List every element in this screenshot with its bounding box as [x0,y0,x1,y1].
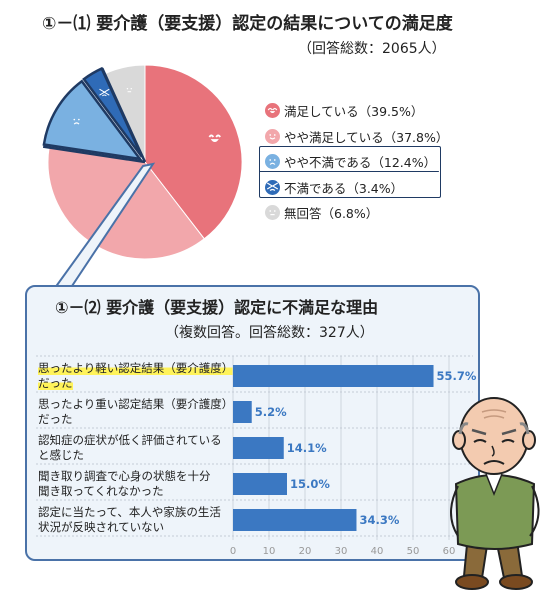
x-tick-label: 60 [443,546,456,557]
category-label-0: 思ったより軽い認定結果（要介護度） だった [38,361,238,391]
category-label-1: 思ったより重い認定結果（要介護度） だった [38,397,238,427]
bar-value-label: 55.7% [437,369,477,383]
category-label-line: と感じた [38,448,84,462]
category-label-line: 状況が反映されていない [38,520,165,534]
bar-value-label: 5.2% [255,405,287,419]
category-label-2: 認知症の症状が低く評価されている と感じた [38,433,238,463]
bar-2 [233,437,284,459]
category-label-line: 聞き取ってくれなかった [38,484,164,498]
legend-item-0: 満足している（39.5%） [265,101,423,120]
x-tick-label: 10 [263,546,276,557]
legend-item-3: 不満である（3.4%） [265,178,403,197]
legend-label: やや不満である（12.4%） [284,155,437,170]
category-label-3: 聞き取り調査で心身の状態を十分 聞き取ってくれなかった [38,469,238,499]
bar-value-label: 15.0% [290,477,330,491]
category-label-line: 思ったより軽い認定結果（要介護度） [38,361,234,376]
category-label-line: 聞き取り調査で心身の状態を十分 [38,469,211,483]
legend-item-1: やや満足している（37.8%） [265,127,448,146]
sad-face-icon [265,154,280,169]
legend-label: 無回答（6.8%） [284,206,379,221]
legend-item-2: やや不満である（12.4%） [265,152,436,171]
bar-value-label: 34.3% [359,513,399,527]
category-label-4: 認定に当たって、本人や家族の生活 状況が反映されていない [38,505,238,535]
happy-face-icon [265,103,280,118]
legend-item-4: 無回答（6.8%） [265,203,378,222]
pie-chart-title: ①－⑴ 要介護（要支援）認定の結果についての満足度 [42,14,453,34]
category-label-line: だった [38,412,73,426]
neutral-face-icon [265,205,280,220]
pie-chart-subtitle: （回答総数：2065人） [298,41,446,57]
smile-face-icon [265,128,280,144]
legend-label: 満足している（39.5%） [284,104,424,119]
pie-slice-2 [42,79,143,161]
category-label-line: 認知症の症状が低く評価されている [38,433,222,447]
legend-highlight-divider [259,171,439,172]
bar-chart-subtitle: （複数回答。回答総数：327人） [165,325,374,341]
x-tick-label: 20 [299,546,312,557]
x-tick-label: 40 [371,546,384,557]
legend-label: 不満である（3.4%） [284,180,404,196]
bar-0 [233,365,434,387]
bar-3 [233,473,287,495]
angry-face-icon [265,179,280,195]
bar-1 [233,401,252,423]
x-tick-label: 50 [407,546,420,557]
bar-value-label: 14.1% [287,441,327,455]
x-tick-label: 30 [335,546,348,557]
bar-4 [233,509,357,531]
pie-slice-0 [144,64,243,240]
legend-label: やや満足している（37.8%） [284,129,449,145]
legend-highlight-box [259,146,441,198]
worried-old-man-illustration [450,397,540,590]
category-label-line: 思ったより重い認定結果（要介護度） [38,397,234,411]
category-label-line: だった [38,376,73,391]
bar-chart-title: ①－⑵ 要介護（要支援）認定に不満足な理由 [55,298,379,317]
category-label-line: 認定に当たって、本人や家族の生活 [38,505,221,519]
x-tick-label: 0 [230,546,236,557]
